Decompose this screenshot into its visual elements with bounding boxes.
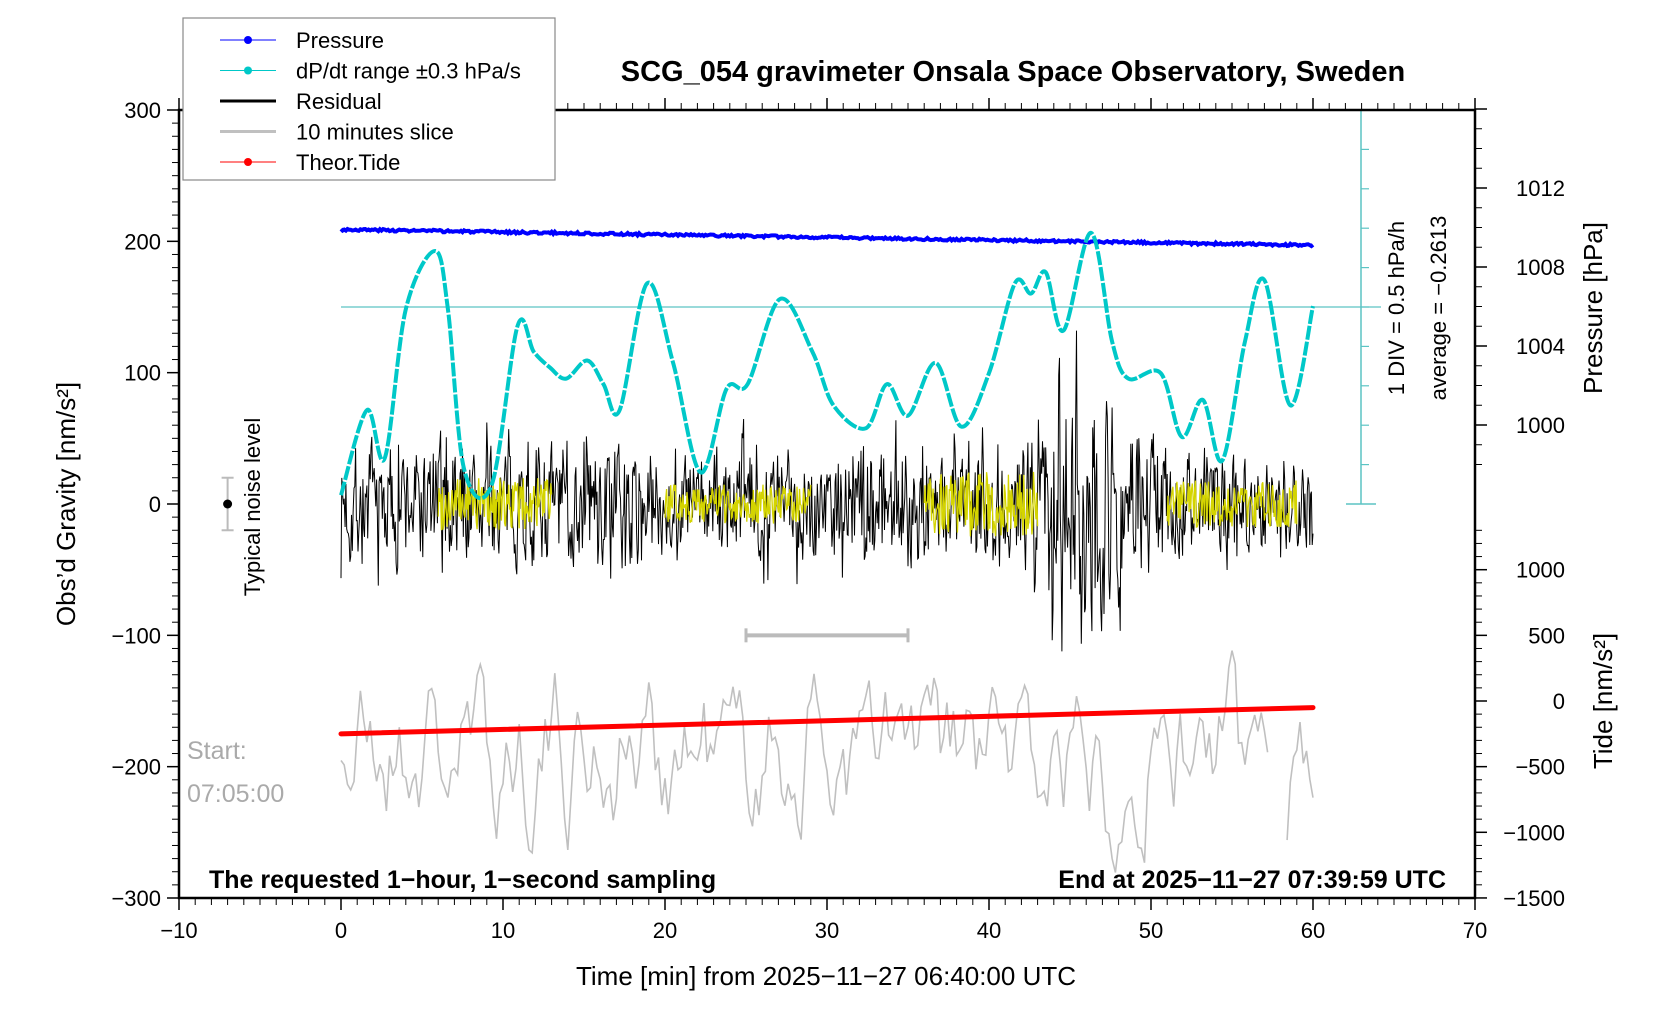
y-tick-label: 100: [124, 361, 161, 386]
y-tick-label: 300: [124, 98, 161, 123]
legend-item: Theor.Tide: [220, 150, 400, 175]
start-label: Start:: [187, 737, 247, 765]
legend-swatch-marker: [244, 158, 252, 166]
pressure-axis-label: Pressure [hPa]: [1578, 222, 1608, 394]
x-tick-label: 40: [977, 918, 1001, 943]
sampling-note: The requested 1−hour, 1−second sampling: [209, 866, 716, 894]
tide-line: [338, 705, 1316, 737]
dpdt-range-highlight: [1166, 480, 1298, 529]
x-tick-label: 0: [335, 918, 347, 943]
x-axis-label: Time [min] from 2025−11−27 06:40:00 UTC: [576, 961, 1076, 991]
dpdt-average-label: average = −0.2613: [1426, 216, 1451, 401]
tide-tick-label: 0: [1553, 689, 1565, 714]
y-tick-label: −200: [111, 755, 161, 780]
tide-tick-label: −1000: [1503, 820, 1565, 845]
legend-item: 10 minutes slice: [220, 120, 454, 145]
plot-frame: [177, 108, 1477, 900]
legend-item: Pressure: [220, 28, 384, 53]
noise-level-label: Typical noise level: [240, 418, 265, 597]
x-tick-label: 10: [491, 918, 515, 943]
slice-line: [340, 650, 1314, 873]
axes: −10 0 10 20 30 40 50 60 703002001000−100−200−300…: [111, 98, 1565, 943]
end-time-note: End at 2025−11−27 07:39:59 UTC: [1058, 866, 1446, 894]
y-tick-label: 200: [124, 229, 161, 254]
dpdt-range-highlight: [437, 477, 553, 531]
tide-tick-label: 500: [1528, 623, 1565, 648]
x-tick-label: 50: [1139, 918, 1163, 943]
pressure-tick-label: 1004: [1516, 334, 1565, 359]
x-tick-label: 70: [1463, 918, 1487, 943]
legend-label: Theor.Tide: [296, 150, 400, 175]
legend-label: 10 minutes slice: [296, 120, 454, 145]
dpdt-line: [339, 230, 1315, 501]
tide-axis-label: Tide [nm/s²]: [1588, 633, 1618, 769]
pressure-line: [339, 226, 1315, 249]
pressure-tick-label: 1008: [1516, 255, 1565, 280]
pressure-tick-label: 1000: [1516, 413, 1565, 438]
legend: Pressure dP/dt range ±0.3 hPa/s Residual 10…: [182, 17, 556, 181]
x-tick-label: −10: [160, 918, 197, 943]
series: [221, 226, 1316, 873]
x-tick-label: 20: [653, 918, 677, 943]
legend-label: dP/dt range ±0.3 hPa/s: [296, 59, 521, 84]
legend-box: [182, 17, 556, 181]
noise-marker-dot: [223, 499, 233, 509]
legend-swatch-marker: [244, 36, 252, 44]
tide-tick-label: 1000: [1516, 558, 1565, 583]
start-time: 07:05:00: [187, 780, 284, 808]
dpdt-range-highlight: [923, 471, 1039, 537]
chart-title: SCG_054 gravimeter Onsala Space Observat…: [621, 56, 1405, 88]
legend-swatch-marker: [244, 66, 252, 75]
tide-tick-label: −500: [1515, 755, 1565, 780]
legend-label: Residual: [296, 89, 382, 114]
tide-tick-label: −1500: [1503, 886, 1565, 911]
y-tick-label: −100: [111, 623, 161, 648]
dpdt-div-label: 1 DIV = 0.5 hPa/h: [1384, 221, 1409, 395]
pressure-tick-label: 1012: [1516, 176, 1565, 201]
y-axis-label: Obs’d Gravity [nm/s²]: [51, 382, 81, 626]
x-tick-label: 60: [1301, 918, 1325, 943]
y-tick-label: −300: [111, 886, 161, 911]
y-tick-label: 0: [149, 492, 161, 517]
legend-label: Pressure: [296, 28, 384, 53]
dpdt-range-highlight: [664, 484, 812, 524]
legend-item: dP/dt range ±0.3 hPa/s: [220, 59, 521, 84]
x-tick-label: 30: [815, 918, 839, 943]
legend-item: Residual: [220, 89, 382, 114]
